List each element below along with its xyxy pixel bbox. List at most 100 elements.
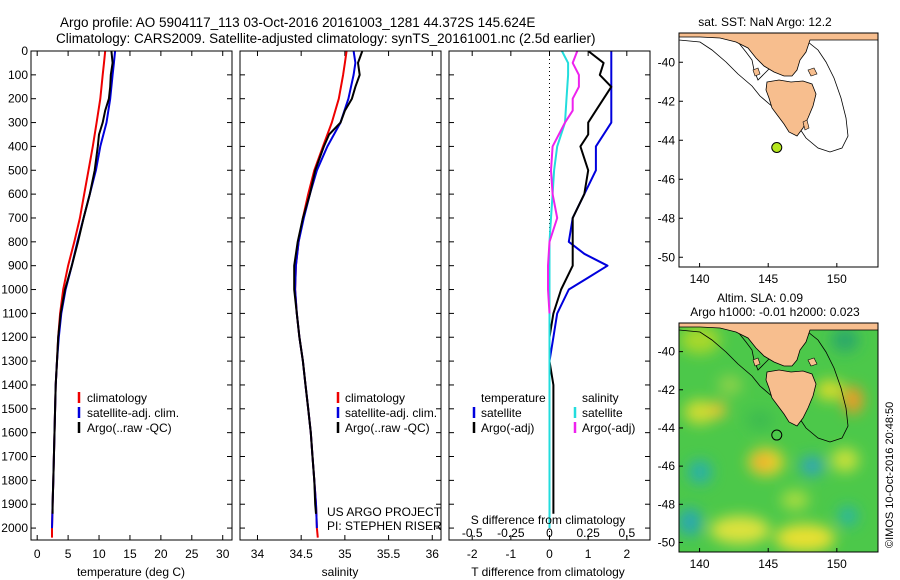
difference-legend-salinity-title: salinity [582,391,619,405]
depth-tick-label: 300 [8,116,28,130]
sst-map-ytick-label: -48 [658,211,676,225]
sla-map-panel: Altim. SLA: 0.09 Argo h1000: -0.01 h2000… [658,291,879,571]
difference-series-line [548,51,570,529]
temperature-xlabel: temperature (deg C) [77,565,185,579]
salinity-lines [293,51,364,538]
temperature-panel: 0 5 10 15 20 25 300100200300400500600700800900… [1,44,233,579]
salinity-ticks: 34 34.5 35 35.5 36 [240,50,441,561]
sst-map-mainland [679,33,878,77]
temperature-series-line [51,51,117,529]
depth-tick-label: 1900 [1,497,28,511]
s-difference-tick-label: -0.25 [497,526,525,540]
sla-map-xtick-label: 140 [690,557,710,571]
sst-map-ticks: 140 145 150 -40 -42 -44 -46 -48 -50 [658,55,848,286]
sst-map-flinders-island [807,67,818,77]
sla-map-tasmania [765,369,817,427]
depth-tick-label: 1700 [1,450,28,464]
temperature-legend-satellite: satellite-adj. clim. [87,406,179,420]
salinity-xtick-label: 35.5 [377,547,401,561]
sst-map-frame [678,32,879,268]
difference-xtick-label: -1 [506,547,517,561]
sst-map-ytick-label: -44 [658,133,676,147]
sla-map-xtick-label: 145 [758,557,778,571]
depth-tick-label: 600 [8,187,28,201]
sst-map-ytick-label: -50 [658,250,676,264]
salinity-legend-argo: Argo(..raw -QC) [345,421,430,435]
depth-tick-label: 200 [8,92,28,106]
depth-tick-label: 700 [8,211,28,225]
depth-tick-label: 1500 [1,402,28,416]
depth-tick-label: 900 [8,259,28,273]
sst-map-ytick-label: -40 [658,55,676,69]
depth-tick-label: 0 [21,44,28,58]
temperature-legend-climatology: climatology [87,391,147,405]
depth-tick-label: 1800 [1,473,28,487]
difference-legend-temperature-title: temperature [481,391,546,405]
temperature-series-line [51,51,107,538]
temperature-xtick-label: 0 [34,547,41,561]
difference-legend-s-argo: Argo(-adj) [582,421,635,435]
imos-credit: ©IMOS 10-Oct-2016 20:48:50 [884,402,896,548]
temperature-axes-frame [30,50,233,541]
sla-map-argo-marker [771,429,783,441]
sst-map-king-island [752,67,761,77]
sla-map-xtick-label: 150 [827,557,847,571]
sst-map-land [679,33,878,153]
difference-panel: -2 -1 0 1 2 -0.5 -0.25 0 0.25 0.5 S difference fr… [448,50,651,579]
temperature-lines [51,51,117,538]
depth-tick-label: 400 [8,139,28,153]
depth-tick-label: 1100 [2,306,28,320]
sla-map-flinders-island [807,357,818,367]
difference-legend: temperature satellite Argo(-adj) salinit… [472,391,635,435]
sst-map-title: sat. SST: NaN Argo: 12.2 [698,15,832,29]
temperature-xtick-label: 15 [123,547,137,561]
sla-map-ytick-label: -48 [658,497,676,511]
sst-map-xtick-label: 150 [827,272,847,286]
difference-xtick-label: 0 [546,547,553,561]
sla-map-title-line1: Altim. SLA: 0.09 [717,291,803,305]
s-difference-tick-label: 0 [546,526,553,540]
s-difference-tick-label: 0.25 [576,526,600,540]
temperature-xtick-label: 10 [92,547,106,561]
temperature-ticks: 0 5 10 15 20 25 300100200300400500600700800900… [1,44,232,561]
difference-lines [547,51,613,529]
depth-tick-label: 500 [8,163,28,177]
difference-series-line [548,51,613,529]
sst-map-xtick-label: 145 [758,272,778,286]
salinity-legend-satellite: satellite-adj. clim. [345,406,437,420]
depth-tick-label: 2000 [1,521,28,535]
salinity-xtick-label: 34.5 [289,547,313,561]
difference-series-line [547,51,580,314]
sst-map-bruny-island [802,119,810,131]
sla-map-frame [678,322,879,553]
depth-tick-label: 1000 [1,283,28,297]
difference-legend-s-satellite: satellite [582,406,623,420]
salinity-xtick-label: 34 [251,547,265,561]
sst-map-ytick-label: -46 [658,172,676,186]
difference-series-line [548,51,613,514]
temperature-xtick-label: 5 [65,547,72,561]
salinity-series-line [293,51,364,514]
difference-xtick-label: 1 [585,547,592,561]
temperature-xtick-label: 20 [154,547,168,561]
depth-tick-label: 1300 [1,354,28,368]
s-difference-tick-label: 0.5 [618,526,635,540]
sla-map-king-island [752,357,761,367]
header-line2: Climatology: CARS2009. Satellite-adjuste… [56,31,596,46]
salinity-legend-climatology: climatology [345,391,405,405]
s-difference-label: S difference from climatology [471,513,626,527]
temperature-legend-argo: Argo(..raw -QC) [87,421,172,435]
salinity-xtick-label: 36 [426,547,440,561]
sla-map-depth-contour [679,325,849,443]
sla-map-ytick-label: -40 [658,345,676,359]
difference-xlabel: T difference from climatology [471,565,625,579]
temperature-series-line [51,51,114,514]
sst-map-xtick-label: 140 [690,272,710,286]
sla-map-title-line2: Argo h1000: -0.01 h2000: 0.023 [690,305,860,319]
temperature-legend: climatology satellite-adj. clim. Argo(..… [77,391,179,435]
difference-axes-frame [448,50,651,541]
project-annotation: US ARGO PROJECT [327,505,442,519]
temperature-xtick-label: 30 [216,547,230,561]
sst-map-argo-marker [771,142,783,154]
